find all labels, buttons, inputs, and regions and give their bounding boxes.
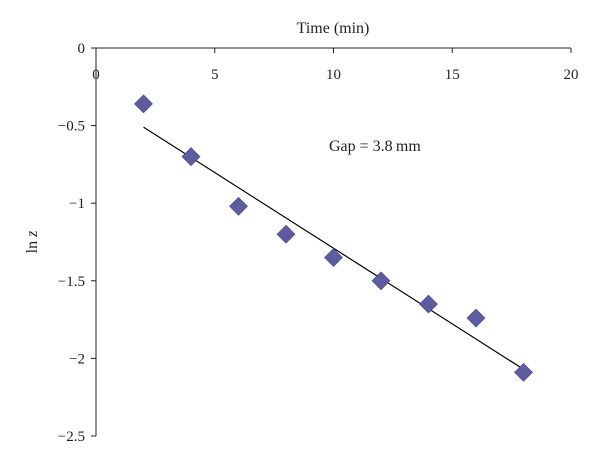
x-ticks: 0 5 10 15 20 bbox=[92, 48, 579, 83]
y-ticks: 0 −0.5 −1 −1.5 −2 −2.5 bbox=[58, 41, 96, 445]
data-point-diamond bbox=[229, 196, 248, 216]
y-tick-label: −2 bbox=[69, 351, 85, 367]
data-point-diamond bbox=[466, 308, 486, 328]
y-axis-title-main: ln bbox=[24, 237, 41, 253]
y-tick-label: −2.5 bbox=[58, 429, 85, 445]
data-points bbox=[134, 94, 533, 382]
x-axis-title: Time (min) bbox=[297, 20, 370, 37]
y-axis-title: ln z bbox=[24, 230, 41, 253]
data-point-diamond bbox=[514, 362, 533, 382]
x-tick-label: 0 bbox=[92, 67, 100, 83]
x-tick-label: 5 bbox=[211, 67, 219, 83]
gap-annotation: Gap = 3.8 mm bbox=[329, 138, 421, 155]
x-axis-group: 0 5 10 15 20 bbox=[92, 47, 579, 83]
y-tick-label: −0.5 bbox=[58, 119, 85, 135]
data-point-diamond bbox=[134, 94, 153, 114]
y-tick-label: −1 bbox=[69, 196, 85, 212]
data-point-diamond bbox=[276, 224, 296, 244]
y-axis-group: 0 −0.5 −1 −1.5 −2 −2.5 bbox=[58, 41, 97, 445]
data-point-diamond bbox=[181, 147, 201, 167]
x-tick-label: 20 bbox=[564, 67, 579, 83]
y-axis-title-variable: z bbox=[24, 230, 41, 238]
x-tick-label: 15 bbox=[445, 67, 460, 83]
y-tick-label: −1.5 bbox=[58, 274, 85, 290]
data-point-diamond bbox=[419, 294, 438, 314]
y-tick-label: 0 bbox=[78, 41, 86, 57]
data-point-diamond bbox=[371, 271, 391, 291]
data-point-diamond bbox=[324, 248, 343, 267]
x-tick-label: 10 bbox=[326, 67, 341, 83]
